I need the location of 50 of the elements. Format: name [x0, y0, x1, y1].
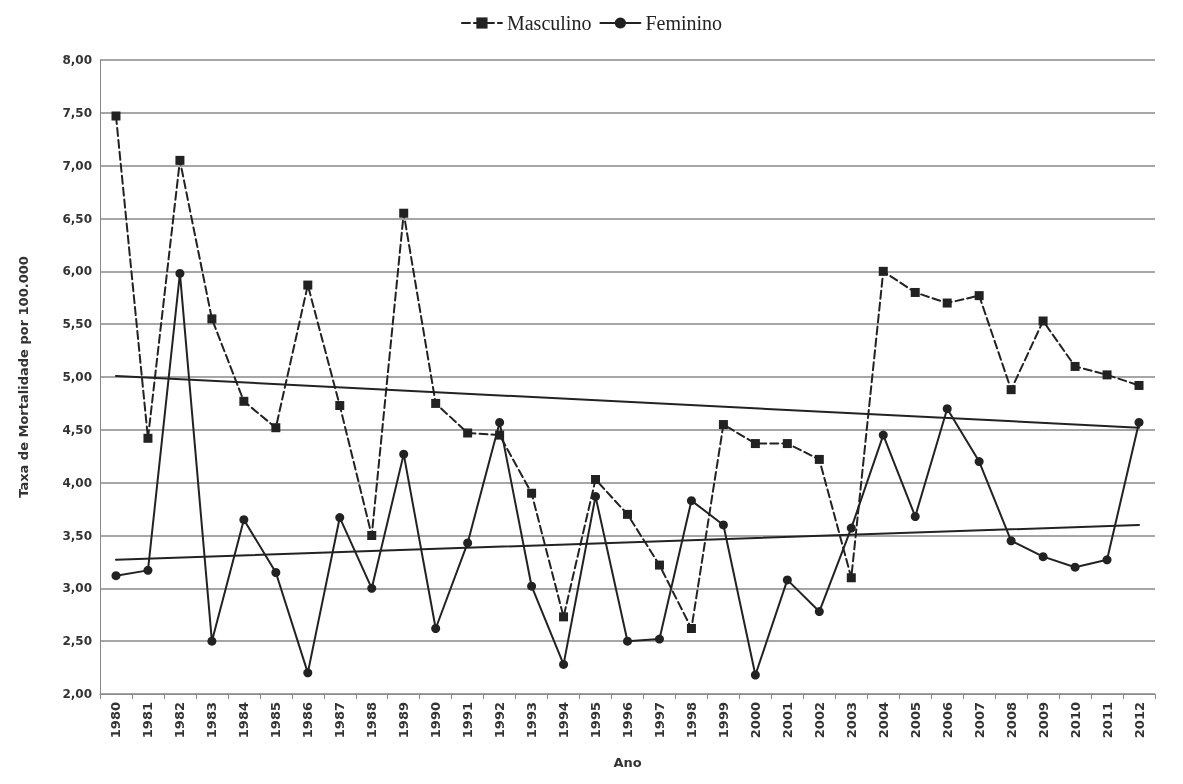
x-tick-label: 2010 — [1067, 702, 1083, 739]
x-tick-label: 1984 — [236, 702, 252, 739]
x-tick-label: 2011 — [1099, 702, 1115, 739]
x-tick-label: 1996 — [620, 702, 635, 739]
x-tick-label: 2000 — [747, 702, 763, 739]
x-tick-label: 2003 — [843, 702, 859, 739]
x-tick-label: 1982 — [172, 702, 188, 739]
y-tick-label: 4,00 — [62, 475, 92, 490]
x-tick-label: 1998 — [683, 702, 699, 739]
y-axis-title: Taxa de Mortalidade por 100.000 — [16, 256, 31, 498]
y-tick-label: 4,50 — [62, 422, 92, 437]
x-tick-label: 2007 — [971, 702, 987, 739]
x-tick-label: 1986 — [300, 702, 316, 739]
y-tick-label: 2,50 — [62, 634, 92, 649]
y-tick-label: 7,50 — [62, 105, 92, 120]
y-tick-label: 5,50 — [62, 317, 92, 332]
y-tick-label: 7,00 — [62, 158, 92, 173]
x-tick-label: 2009 — [1035, 702, 1051, 739]
x-tick-label: 1988 — [364, 702, 380, 739]
y-tick-label: 3,50 — [62, 528, 92, 543]
y-tick-label: 6,00 — [62, 264, 92, 279]
x-tick-label: 1980 — [108, 702, 124, 739]
x-tick-label: 2004 — [875, 702, 891, 739]
x-tick-label: 1990 — [428, 702, 444, 739]
y-tick-label: 8,00 — [62, 53, 92, 67]
x-tick-label: 1995 — [588, 702, 604, 739]
x-tick-label: 1985 — [268, 702, 284, 739]
y-tick-label: 2,00 — [62, 687, 92, 701]
x-tick-label: 2006 — [939, 702, 955, 739]
x-tick-label: 1987 — [332, 702, 348, 739]
x-tick-label: 1989 — [396, 702, 412, 739]
x-tick-label: 1992 — [492, 702, 508, 739]
x-tick-label: 1991 — [460, 702, 476, 739]
x-tick-label: 1983 — [204, 702, 220, 739]
x-tick-label: 2002 — [811, 702, 827, 739]
x-tick-label: 2001 — [779, 702, 795, 739]
x-tick-label: 1981 — [140, 702, 156, 739]
x-tick-label: 1994 — [556, 702, 572, 739]
legend-label: Masculino — [506, 12, 592, 34]
x-tick-label: 1999 — [715, 702, 731, 739]
y-tick-label: 5,00 — [62, 370, 92, 384]
x-tick-label: 1997 — [651, 702, 667, 739]
x-tick-label: 1993 — [524, 702, 540, 739]
x-tick-label: 2012 — [1131, 702, 1147, 739]
x-tick-label: 2005 — [907, 702, 923, 739]
x-axis-title: Ano — [613, 755, 642, 770]
x-tick-label: 2008 — [1003, 702, 1019, 739]
y-tick-label: 3,00 — [62, 581, 92, 596]
y-tick-label: 6,50 — [62, 211, 92, 226]
legend-label: Feminino — [645, 12, 723, 34]
